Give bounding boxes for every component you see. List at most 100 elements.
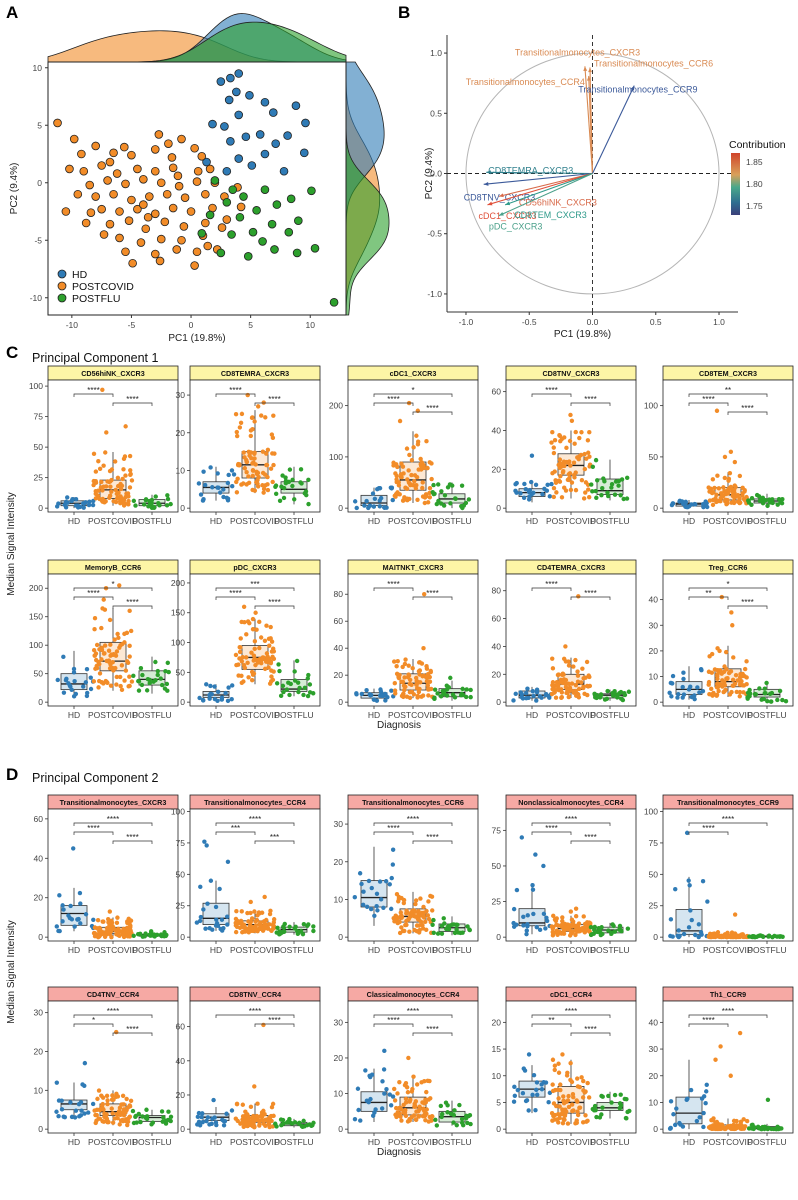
- loading-label: Transitionalmonocytes_CCR4: [466, 77, 585, 87]
- jitter-point: [91, 917, 96, 922]
- jitter-point: [732, 483, 737, 488]
- jitter-point: [568, 463, 573, 468]
- jitter-point: [543, 926, 548, 931]
- scatter-point-postcovid: [85, 180, 95, 190]
- scatter-point-postcovid: [109, 189, 118, 199]
- panel-c-section-title: Principal Component 1: [32, 351, 159, 365]
- jitter-point: [136, 1111, 142, 1117]
- jitter-point: [455, 922, 460, 928]
- x-tick-label: POSTFLU: [590, 516, 629, 526]
- jitter-point: [221, 1118, 226, 1124]
- jitter-point: [575, 1112, 581, 1118]
- jitter-point: [120, 1093, 126, 1098]
- y-tick-label: 20: [34, 1046, 44, 1056]
- scatter-point-postcovid: [192, 247, 202, 257]
- y-tick-label: 20: [334, 1053, 344, 1063]
- jitter-point: [442, 493, 448, 498]
- jitter-point: [302, 491, 307, 496]
- jitter-point: [428, 668, 433, 674]
- jitter-point: [268, 1117, 273, 1123]
- jitter-point: [624, 496, 630, 501]
- jitter-point: [688, 908, 693, 913]
- jitter-point: [742, 666, 748, 672]
- significance-label: ****: [584, 395, 596, 404]
- jitter-point: [613, 479, 619, 484]
- jitter-point: [401, 900, 407, 906]
- significance-label: ****: [426, 404, 438, 413]
- jitter-point: [131, 933, 136, 938]
- jitter-point: [204, 1118, 209, 1124]
- jitter-point: [269, 649, 275, 654]
- jitter-point: [394, 664, 399, 669]
- facet-title: cDC1_CCR4: [550, 990, 592, 999]
- jitter-point: [198, 884, 203, 890]
- y-tick-label: 0: [653, 1124, 658, 1134]
- scatter-point-postcovid: [168, 203, 178, 213]
- jitter-point: [153, 659, 158, 665]
- jitter-point: [126, 502, 131, 507]
- jitter-point: [717, 681, 723, 687]
- panel-letter-b: B: [398, 3, 410, 22]
- jitter-point: [244, 470, 249, 475]
- x-tick-label: POSTFLU: [132, 516, 171, 526]
- box: [60, 1099, 88, 1111]
- jitter-point: [364, 687, 369, 693]
- jitter-point: [550, 1088, 556, 1094]
- scatter-point-postcovid: [145, 192, 154, 201]
- x-tick-label: POSTFLU: [432, 710, 471, 720]
- x-tick-label: 10: [306, 320, 316, 330]
- jitter-point: [750, 933, 755, 939]
- y-tick-label: 100: [171, 807, 185, 817]
- y-tick-label: 100: [171, 638, 185, 648]
- jitter-point: [253, 462, 258, 467]
- jitter-point: [424, 666, 430, 671]
- jitter-point: [701, 1110, 706, 1116]
- jitter-point: [262, 1111, 267, 1117]
- scatter-point-hd: [226, 137, 235, 146]
- jitter-point: [686, 925, 692, 930]
- jitter-point: [400, 498, 406, 503]
- jitter-point: [467, 1113, 473, 1118]
- jitter-point: [737, 934, 743, 940]
- jitter-point: [449, 922, 455, 927]
- jitter-point: [267, 643, 272, 648]
- jitter-point: [693, 502, 698, 507]
- y-tick-label: 0: [38, 697, 43, 707]
- jitter-point: [73, 1108, 79, 1113]
- outlier-point: [718, 1044, 723, 1049]
- y-tick-label: 1.0: [430, 48, 442, 58]
- x-tick-label: POSTCOVID: [546, 516, 596, 526]
- facet-title: CD4TNV_CCR4: [87, 990, 139, 999]
- scatter-point-postcovid: [150, 249, 160, 259]
- significance-label: ****: [426, 833, 438, 842]
- jitter-point: [414, 928, 420, 934]
- y-tick-label: 0: [496, 932, 501, 942]
- outlier-point: [71, 846, 76, 851]
- jitter-point: [670, 501, 675, 506]
- jitter-point: [584, 659, 590, 665]
- jitter-point: [453, 496, 458, 502]
- jitter-point: [604, 696, 610, 702]
- legend-swatch-postflu: [57, 293, 67, 303]
- jitter-point: [535, 1092, 540, 1097]
- jitter-point: [255, 1101, 260, 1106]
- jitter-point: [575, 455, 580, 460]
- y-tick-label: 0: [180, 932, 185, 942]
- jitter-point: [123, 668, 129, 673]
- jitter-point: [255, 913, 260, 918]
- jitter-point: [277, 498, 283, 503]
- jitter-point: [249, 456, 254, 461]
- jitter-point: [381, 905, 386, 910]
- x-tick-label: POSTCOVID: [546, 1137, 596, 1147]
- scatter-point-postcovid: [150, 166, 160, 176]
- jitter-point: [55, 677, 60, 683]
- significance-label: ****: [741, 598, 753, 607]
- y-tick-label: -5: [34, 235, 42, 245]
- jitter-point: [431, 917, 436, 923]
- jitter-point: [125, 660, 131, 665]
- jitter-point: [297, 1120, 302, 1125]
- significance-bracket: [727, 605, 768, 609]
- jitter-point: [229, 468, 235, 473]
- jitter-point: [402, 684, 407, 689]
- jitter-point: [699, 668, 704, 673]
